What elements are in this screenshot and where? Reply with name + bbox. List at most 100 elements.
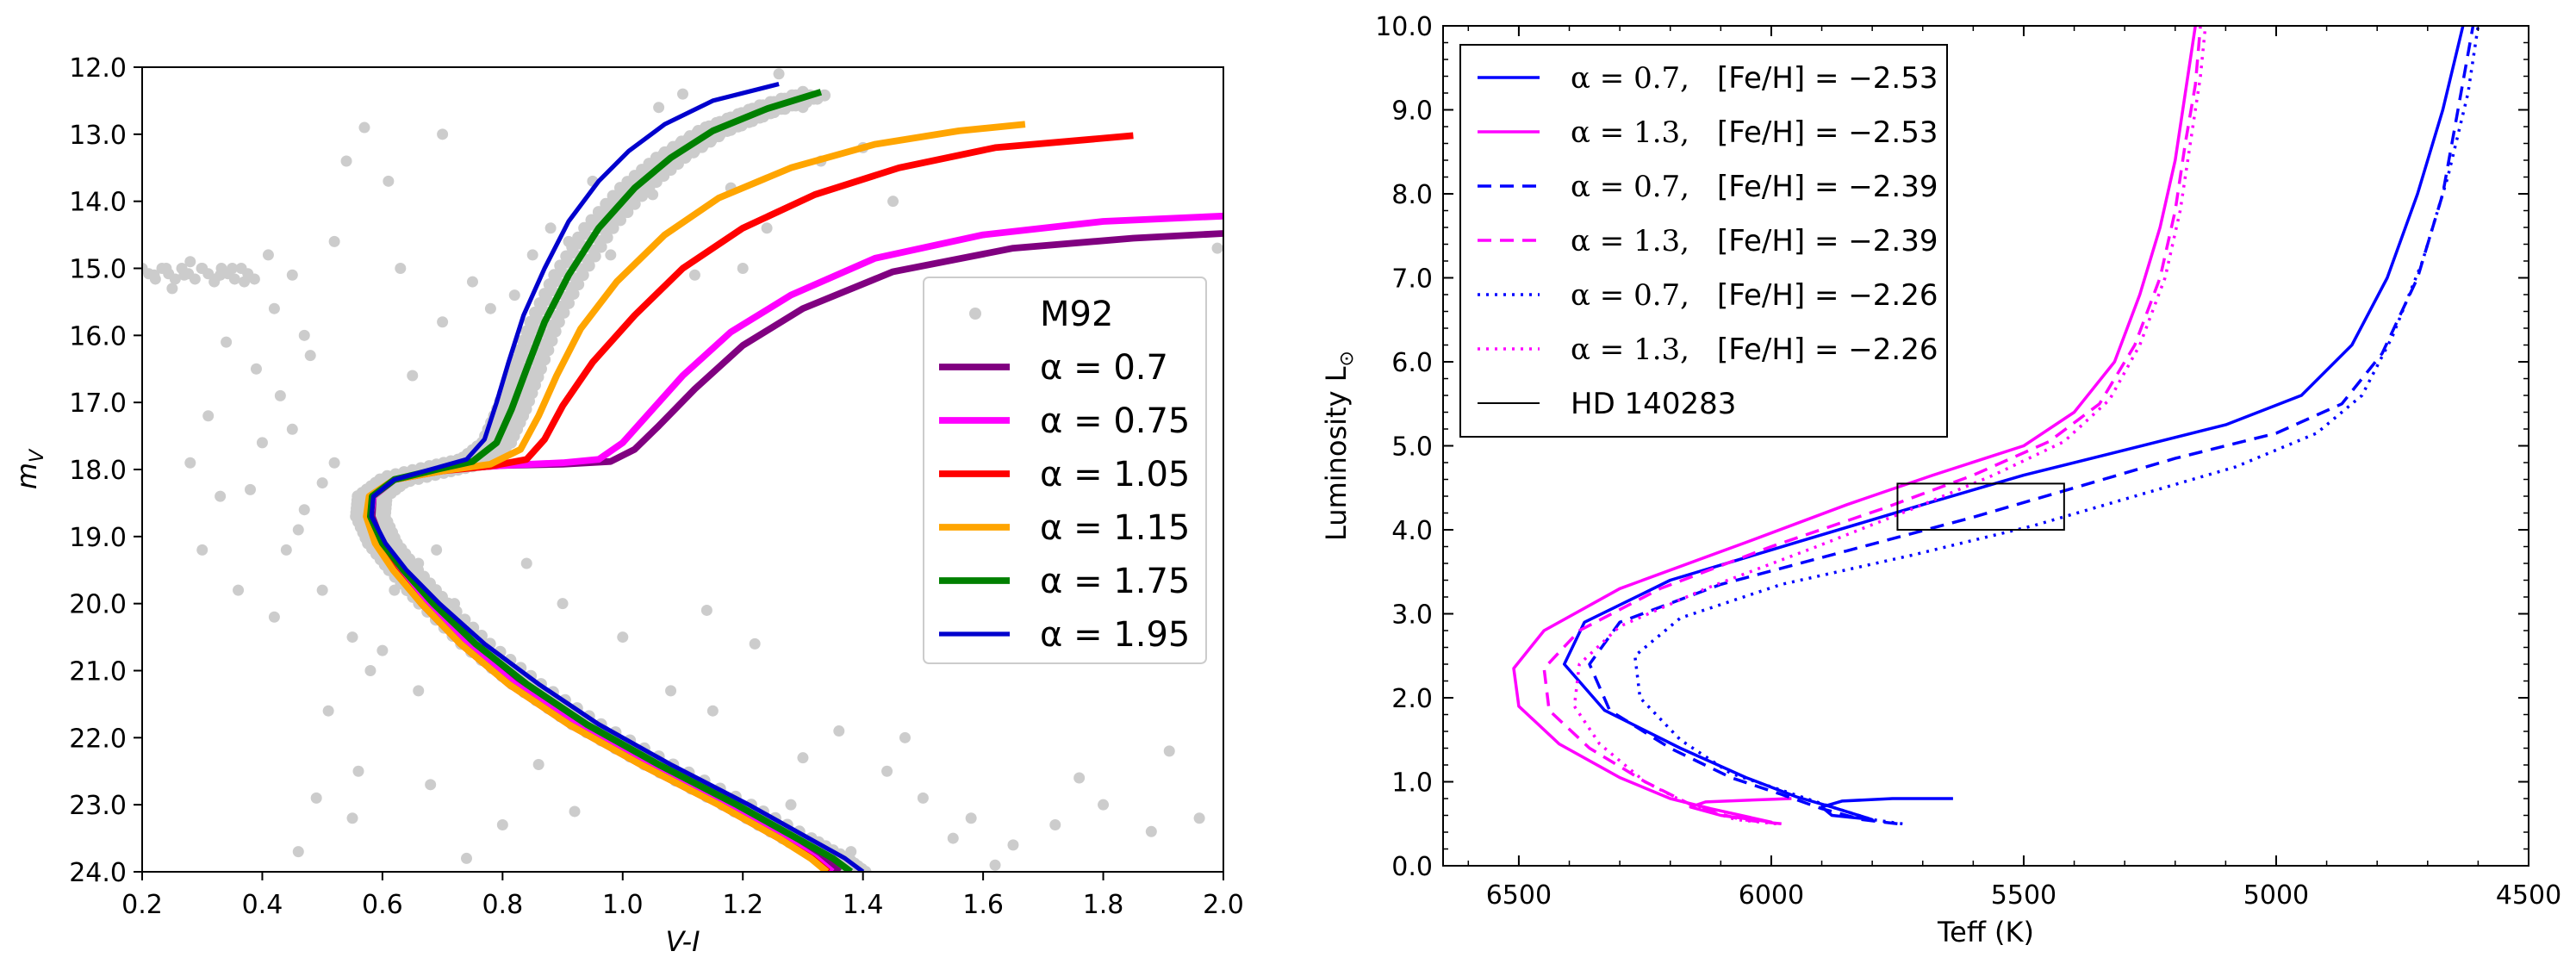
scatter-point	[316, 477, 328, 489]
y-tick-label: 2.0	[1391, 684, 1433, 714]
track-line-3	[1542, 26, 2202, 826]
left-legend: M92 α = 0.7 α = 0.75 α = 1.05 α = 1.15 α = 1.…	[923, 277, 1207, 664]
scatter-point	[706, 705, 719, 717]
scatter-hb-point	[169, 273, 181, 285]
scatter-point	[700, 604, 712, 616]
legend-label-m92: M92	[1040, 295, 1113, 334]
y-tick-label: 19.0	[69, 523, 127, 553]
x-tick-label: 1.2	[722, 890, 763, 920]
track-line-1	[1512, 26, 2197, 824]
scatter-point	[947, 832, 959, 844]
scatter-point	[346, 812, 358, 824]
scatter-point	[899, 731, 911, 743]
scatter-point	[340, 155, 352, 167]
scatter-point	[688, 269, 700, 281]
legend-feh-3: [Fe/H] = −2.39	[1717, 224, 1938, 258]
scatter-point	[653, 102, 665, 114]
y-tick-label: 13.0	[69, 121, 127, 151]
scatter-point	[1049, 819, 1061, 831]
scatter-hb-point	[189, 273, 201, 285]
scatter-point	[737, 263, 749, 274]
scatter-point	[328, 457, 340, 469]
legend-label-2: α = 1.05	[1040, 455, 1190, 494]
y-tick-label: 8.0	[1391, 180, 1433, 210]
legend-label-4: α = 1.75	[1040, 562, 1190, 601]
x-tick-label: 0.2	[121, 890, 163, 920]
scatter-point	[202, 410, 215, 422]
x-tick-label: 1.4	[843, 890, 884, 920]
scatter-point	[496, 819, 508, 831]
x-tick-label: 5000	[2243, 880, 2309, 911]
legend-alpha-0: α = 0.7,	[1571, 61, 1689, 96]
x-tick-label: 1.6	[962, 890, 1004, 920]
scatter-point	[298, 329, 310, 341]
scatter-point	[221, 336, 233, 348]
scatter-point	[749, 637, 761, 650]
left-panel: 0.2 0.4 0.6 0.8 1.0 1.2 1.4 1.6 1.8 2.0 12.0 13.0 14…	[10, 53, 1244, 958]
scatter-point	[437, 128, 449, 140]
y-tick-label: 12.0	[69, 53, 127, 84]
y-axis-label-main: m	[10, 463, 43, 489]
y-tick-label: 16.0	[69, 321, 127, 351]
track-line-0	[1562, 26, 2465, 822]
y-tick-label: 0.0	[1391, 852, 1433, 882]
series-line-5	[369, 81, 865, 872]
scatter-point	[292, 846, 304, 858]
scatter-point	[310, 792, 322, 804]
scatter-point	[364, 665, 376, 676]
scatter-cloud-point	[818, 89, 831, 102]
scatter-point	[508, 289, 520, 302]
legend-feh-2: [Fe/H] = −2.39	[1717, 170, 1938, 204]
scatter-point	[413, 685, 425, 697]
legend-label-1: α = 0.75	[1040, 401, 1190, 441]
scatter-point	[256, 437, 268, 449]
scatter-point	[184, 457, 196, 469]
legend-feh-0: [Fe/H] = −2.53	[1717, 61, 1938, 96]
y-tick-label: 23.0	[69, 791, 127, 821]
scatter-point	[383, 175, 395, 187]
scatter-point	[352, 765, 364, 777]
y-tick-label: 10.0	[1375, 12, 1433, 42]
y-tick-label: 1.0	[1391, 768, 1433, 799]
y-axis-label-main: Luminosity L	[1320, 366, 1353, 541]
scatter-point	[395, 263, 407, 274]
scatter-point	[605, 249, 617, 261]
scatter-point	[280, 544, 292, 556]
scatter-point	[569, 805, 581, 818]
scatter-point	[346, 631, 358, 644]
legend-label-box: HD 140283	[1571, 387, 1736, 421]
y-tick-label: 22.0	[69, 724, 127, 754]
scatter-point	[557, 598, 569, 610]
y-tick-label: 21.0	[69, 657, 127, 687]
track-line-4	[1633, 26, 2480, 826]
scatter-point	[484, 302, 496, 314]
scatter-point	[761, 222, 773, 234]
hd140283-box	[1896, 482, 2065, 531]
scatter-point	[166, 283, 178, 295]
right-panel: 6500 6000 5500 5000 4500 0.0 1.0 2.0 3.0 4.0 5.0 6.…	[1320, 12, 2561, 948]
scatter-point	[286, 269, 298, 281]
scatter-point	[376, 644, 389, 656]
scatter-point	[437, 316, 449, 328]
y-axis-label-sub: ⊙	[1336, 351, 1358, 366]
scatter-point	[292, 524, 304, 536]
scatter-point	[532, 758, 544, 770]
legend-box	[923, 277, 1207, 664]
scatter-point	[196, 544, 208, 556]
y-tick-label: 6.0	[1391, 348, 1433, 378]
scatter-point	[431, 544, 443, 556]
x-tick-label: 1.0	[602, 890, 644, 920]
scatter-point	[785, 799, 797, 811]
x-tick-label: 0.6	[362, 890, 403, 920]
scatter-point	[797, 752, 809, 764]
y-axis-label: Luminosity L⊙	[1320, 351, 1358, 541]
scatter-point	[215, 490, 227, 502]
scatter-point	[617, 631, 629, 644]
y-tick-label: 17.0	[69, 389, 127, 419]
scatter-point	[286, 423, 298, 435]
scatter-point	[965, 812, 977, 824]
scatter-point	[1211, 242, 1223, 254]
scatter-point	[304, 350, 316, 362]
scatter-point	[268, 611, 280, 623]
scatter-point	[425, 779, 437, 791]
